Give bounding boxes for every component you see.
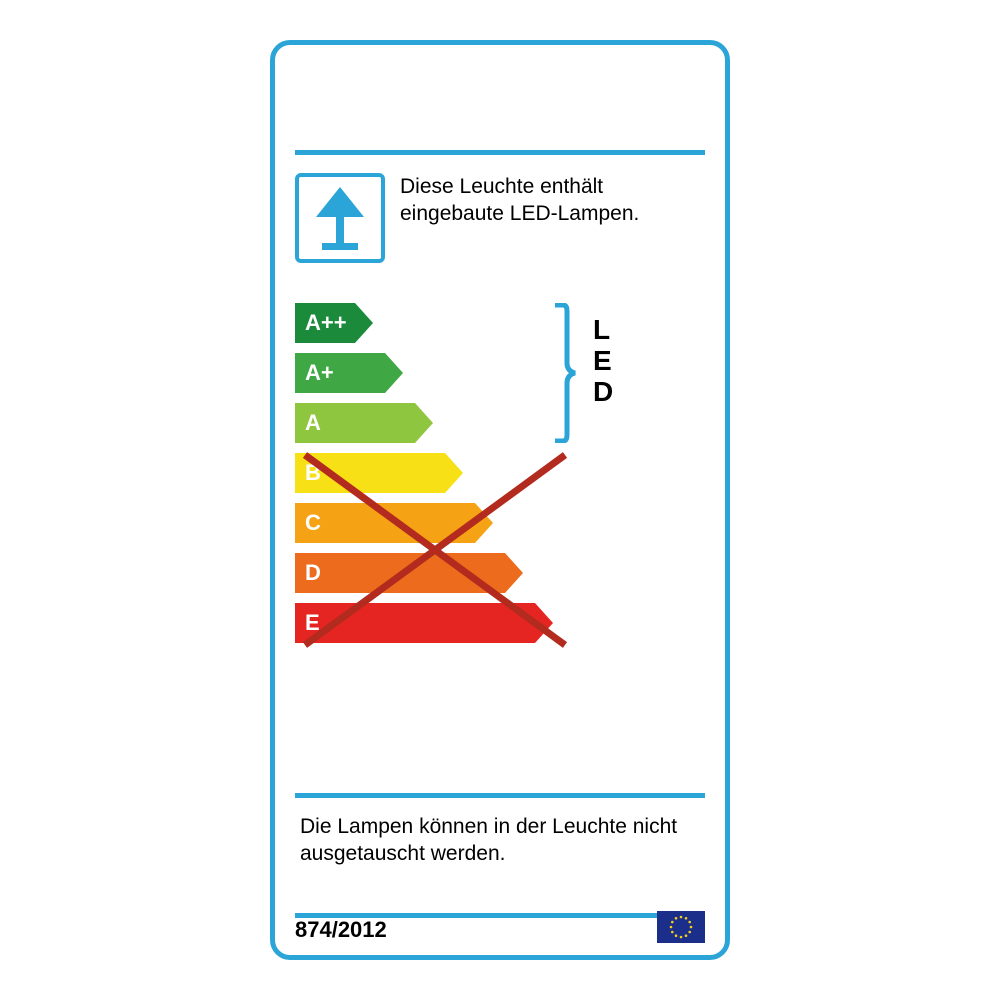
lamp-icon: [310, 183, 370, 253]
arrow-tip: [385, 353, 403, 393]
energy-class-c: C: [295, 503, 493, 543]
lamp-icon-box: [295, 173, 385, 263]
info-text: Diese Leuchte enthält eingebaute LED-Lam…: [400, 173, 705, 228]
energy-class-b: B: [295, 453, 463, 493]
arrow-tip: [505, 553, 523, 593]
arrow-tip: [415, 403, 433, 443]
energy-class-label: D: [295, 553, 505, 593]
energy-class-label: A+: [295, 353, 385, 393]
regulation-number: 874/2012: [295, 917, 387, 943]
energy-class-a: A: [295, 403, 433, 443]
energy-class-d: D: [295, 553, 523, 593]
energy-class-aplus: A+: [295, 353, 403, 393]
bottom-text: Die Lampen können in der Leuchte nicht a…: [275, 798, 725, 913]
info-row: Diese Leuchte enthält eingebaute LED-Lam…: [275, 155, 725, 273]
energy-class-label: C: [295, 503, 475, 543]
energy-class-label: E: [295, 603, 535, 643]
footer: 874/2012: [295, 911, 705, 943]
energy-class-label: B: [295, 453, 445, 493]
energy-class-e: E: [295, 603, 553, 643]
led-label: LED: [593, 315, 613, 407]
energy-label: Diese Leuchte enthält eingebaute LED-Lam…: [270, 40, 730, 960]
header-space: [275, 45, 725, 150]
energy-class-aplusplus: A++: [295, 303, 373, 343]
arrow-tip: [535, 603, 553, 643]
arrow-tip: [355, 303, 373, 343]
led-bracket: [553, 303, 581, 443]
energy-class-label: A: [295, 403, 415, 443]
eu-flag-icon: [657, 911, 705, 943]
energy-class-label: A++: [295, 303, 355, 343]
energy-chart: EDCBA A+ A++ LED: [275, 273, 725, 793]
arrow-tip: [475, 503, 493, 543]
arrow-tip: [445, 453, 463, 493]
